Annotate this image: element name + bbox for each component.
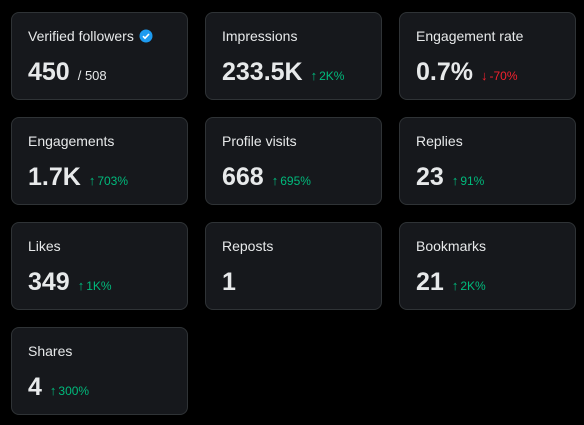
change-value: 1K% xyxy=(86,279,112,293)
stat-card[interactable]: Reposts 1 xyxy=(205,222,382,310)
stat-label-row: Bookmarks xyxy=(416,238,486,254)
stat-value: 450 xyxy=(28,58,70,86)
change-value: 91% xyxy=(460,174,485,188)
stat-value: 233.5K xyxy=(222,58,303,86)
stat-card[interactable]: Engagements 1.7K ↑ 703% xyxy=(11,117,188,205)
stat-change: ↑ 695% xyxy=(272,173,311,188)
stat-value: 668 xyxy=(222,163,264,191)
stat-value-row: 1.7K ↑ 703% xyxy=(28,163,128,192)
stat-value: 1 xyxy=(222,268,236,296)
change-value: -70% xyxy=(489,69,518,83)
stat-card[interactable]: Bookmarks 21 ↑ 2K% xyxy=(399,222,576,310)
stat-value-row: 349 ↑ 1K% xyxy=(28,268,112,297)
stat-label: Engagement rate xyxy=(416,28,524,44)
stat-label-row: Verified followers xyxy=(28,28,153,44)
stat-value: 0.7% xyxy=(416,58,473,86)
stat-label-row: Replies xyxy=(416,133,463,149)
trend-arrow: ↓ xyxy=(480,68,488,83)
stat-label: Verified followers xyxy=(28,28,134,44)
stat-value-row: 1 xyxy=(222,268,236,297)
stat-value: 1.7K xyxy=(28,163,81,191)
stat-value-row: 23 ↑ 91% xyxy=(416,163,484,192)
trend-arrow: ↑ xyxy=(451,278,459,293)
stat-value-row: 450 / 508 xyxy=(28,58,107,87)
stat-card[interactable]: Replies 23 ↑ 91% xyxy=(399,117,576,205)
stat-value-row: 21 ↑ 2K% xyxy=(416,268,486,297)
stat-change: ↑ 2K% xyxy=(452,278,486,293)
change-value: 300% xyxy=(58,384,90,398)
change-value: 703% xyxy=(97,174,129,188)
stat-card[interactable]: Profile visits 668 ↑ 695% xyxy=(205,117,382,205)
change-value: 2K% xyxy=(319,69,345,83)
trend-arrow: ↑ xyxy=(88,173,96,188)
stat-label-row: Profile visits xyxy=(222,133,297,149)
stat-value-row: 233.5K ↑ 2K% xyxy=(222,58,344,87)
stat-label: Shares xyxy=(28,343,73,359)
stat-total: / 508 xyxy=(77,68,107,83)
trend-arrow: ↑ xyxy=(49,383,57,398)
stat-value: 349 xyxy=(28,268,70,296)
stat-value: 21 xyxy=(416,268,444,296)
stat-card[interactable]: Engagement rate 0.7% ↓ -70% xyxy=(399,12,576,100)
stat-label-row: Shares xyxy=(28,343,72,359)
verified-badge xyxy=(139,29,153,43)
stat-value-row: 668 ↑ 695% xyxy=(222,163,311,192)
stat-card[interactable]: Likes 349 ↑ 1K% xyxy=(11,222,188,310)
stat-label: Profile visits xyxy=(222,133,297,149)
trend-arrow: ↑ xyxy=(310,68,318,83)
change-value: 2K% xyxy=(460,279,486,293)
stat-change: ↑ 703% xyxy=(89,173,128,188)
stat-change: ↑ 300% xyxy=(50,383,89,398)
stat-label-row: Impressions xyxy=(222,28,297,44)
stat-label: Impressions xyxy=(222,28,298,44)
stat-label: Bookmarks xyxy=(416,238,487,254)
stat-value: 23 xyxy=(416,163,444,191)
stat-label-row: Engagement rate xyxy=(416,28,523,44)
stat-label: Replies xyxy=(416,133,463,149)
trend-arrow: ↑ xyxy=(451,173,459,188)
stat-card[interactable]: Shares 4 ↑ 300% xyxy=(11,327,188,415)
stat-value-row: 4 ↑ 300% xyxy=(28,373,89,402)
stat-change: ↑ 2K% xyxy=(311,68,345,83)
stat-label-row: Reposts xyxy=(222,238,273,254)
trend-arrow: ↑ xyxy=(77,278,85,293)
stat-label: Likes xyxy=(28,238,61,254)
stat-change: ↑ 91% xyxy=(452,173,485,188)
stat-label: Reposts xyxy=(222,238,274,254)
stat-change: ↓ -70% xyxy=(481,68,518,83)
stat-label-row: Engagements xyxy=(28,133,114,149)
stat-card[interactable]: Impressions 233.5K ↑ 2K% xyxy=(205,12,382,100)
stat-label-row: Likes xyxy=(28,238,61,254)
trend-arrow: ↑ xyxy=(271,173,279,188)
stat-change: ↑ 1K% xyxy=(78,278,112,293)
stat-label: Engagements xyxy=(28,133,115,149)
stat-value: 4 xyxy=(28,373,42,401)
change-value: 695% xyxy=(280,174,311,188)
stat-value-row: 0.7% ↓ -70% xyxy=(416,58,518,87)
stat-card[interactable]: Verified followers 450 / 508 xyxy=(11,12,188,100)
